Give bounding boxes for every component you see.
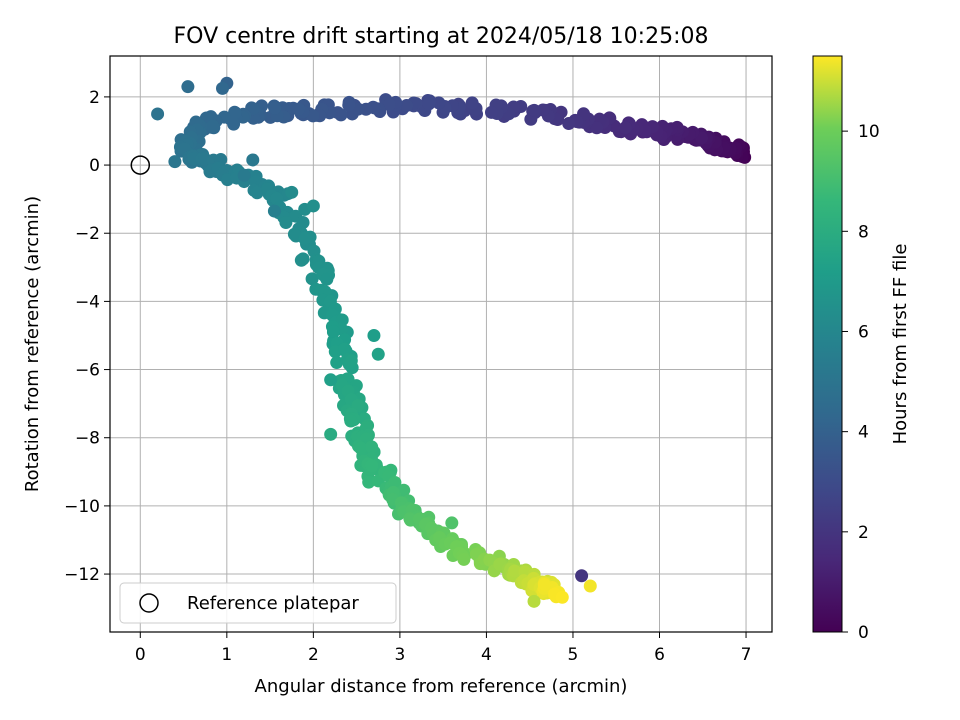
scatter-point	[250, 186, 264, 200]
y-tick-label: 2	[89, 88, 100, 108]
scatter-point	[575, 569, 589, 583]
scatter-point	[227, 117, 241, 131]
scatter-point	[215, 81, 229, 95]
chart-title: FOV centre drift starting at 2024/05/18 …	[174, 24, 709, 49]
scatter-point	[382, 98, 396, 112]
scatter-point	[306, 109, 320, 123]
scatter-point	[371, 347, 385, 361]
scatter-point	[555, 590, 569, 604]
scatter-point	[338, 342, 352, 356]
scatter-point	[365, 440, 379, 454]
scatter-point	[465, 96, 479, 110]
scatter-point	[388, 475, 402, 489]
y-tick-label: −2	[75, 224, 100, 244]
colorbar-gradient	[812, 55, 843, 633]
colorbar-ticks: 0 2 4 6 8 10	[842, 122, 880, 643]
legend-entry-reference: Reference platepar	[187, 593, 359, 614]
colorbar-tick-label: 8	[858, 222, 869, 242]
scatter-point	[562, 117, 576, 131]
scatter-point	[324, 427, 338, 441]
scatter-point	[400, 98, 414, 112]
scatter-point	[291, 102, 305, 116]
scatter-point	[305, 272, 319, 286]
data-points	[151, 76, 752, 608]
scatter-point	[268, 101, 282, 115]
scatter-point	[527, 594, 541, 608]
scatter-point	[246, 153, 260, 167]
scatter-point	[246, 102, 260, 116]
reference-marker	[130, 155, 151, 175]
x-tick-label: 1	[221, 645, 232, 665]
y-axis-label: Rotation from reference (arcmin)	[22, 196, 43, 492]
scatter-point	[354, 441, 368, 455]
colorbar-label: Hours from first FF file	[890, 244, 911, 445]
x-axis: 0 1 2 3 4 5 6 7	[135, 632, 752, 665]
scatter-point	[618, 121, 632, 135]
legend: Reference platepar	[119, 582, 397, 624]
x-tick-label: 6	[654, 645, 665, 665]
scatter-point	[342, 98, 356, 112]
scatter-point	[296, 215, 310, 229]
x-tick-label: 4	[481, 645, 492, 665]
colorbar: 0 2 4 6 8 10 Hours from first FF file	[812, 55, 911, 643]
scatter-point	[344, 354, 358, 368]
y-tick-label: 0	[89, 156, 100, 176]
scatter-point	[362, 475, 376, 489]
scatter-point	[168, 155, 182, 169]
scatter-point	[285, 185, 299, 199]
scatter-point	[457, 552, 471, 566]
grid-lines	[110, 56, 772, 632]
x-tick-label: 7	[741, 645, 752, 665]
scatter-point	[228, 106, 242, 120]
scatter-point	[299, 231, 313, 245]
scatter-point	[237, 168, 251, 182]
scatter-point	[320, 272, 334, 286]
scatter-point	[422, 97, 436, 111]
x-axis-label: Angular distance from reference (arcmin)	[255, 676, 628, 697]
legend-box	[119, 582, 397, 624]
legend-reference-marker	[139, 593, 159, 613]
y-tick-label: −10	[64, 497, 100, 517]
scatter-point	[508, 564, 522, 578]
x-tick-label: 0	[135, 645, 146, 665]
y-tick-label: −4	[75, 292, 100, 312]
colorbar-tick-label: 10	[858, 122, 880, 142]
y-tick-label: −12	[64, 565, 100, 585]
colorbar-tick-label: 0	[858, 623, 869, 643]
scatter-point	[484, 105, 498, 119]
scatter-point	[327, 325, 341, 339]
scatter-point	[344, 414, 358, 428]
scatter-point	[181, 80, 195, 94]
scatter-point	[206, 119, 220, 133]
scatter-point	[330, 356, 344, 370]
y-tick-label: −6	[75, 361, 100, 381]
scatter-point	[367, 328, 381, 342]
scatter-point	[365, 459, 379, 473]
scatter-point	[267, 204, 281, 218]
reference-platepar-point	[130, 155, 151, 175]
y-axis: 2 0 −2 −4 −6 −8 −10 −12	[64, 88, 110, 585]
x-tick-label: 5	[568, 645, 579, 665]
scatter-point	[279, 215, 293, 229]
scatter-point	[537, 577, 551, 591]
scatter-point	[527, 103, 541, 117]
colorbar-tick-label: 2	[858, 523, 869, 543]
x-tick-label: 3	[394, 645, 405, 665]
scatter-point	[294, 253, 308, 267]
scatter-point	[590, 121, 604, 135]
scatter-point	[324, 373, 338, 387]
scatter-point	[151, 107, 165, 121]
scatter-point	[306, 199, 320, 213]
x-tick-label: 2	[308, 645, 319, 665]
scatter-point	[583, 579, 597, 593]
colorbar-tick-label: 6	[858, 322, 869, 342]
scatter-point	[445, 516, 459, 530]
y-tick-label: −8	[75, 429, 100, 449]
plot-frame	[109, 55, 773, 633]
colorbar-tick-label: 4	[858, 423, 869, 443]
scatter-point	[334, 108, 348, 122]
